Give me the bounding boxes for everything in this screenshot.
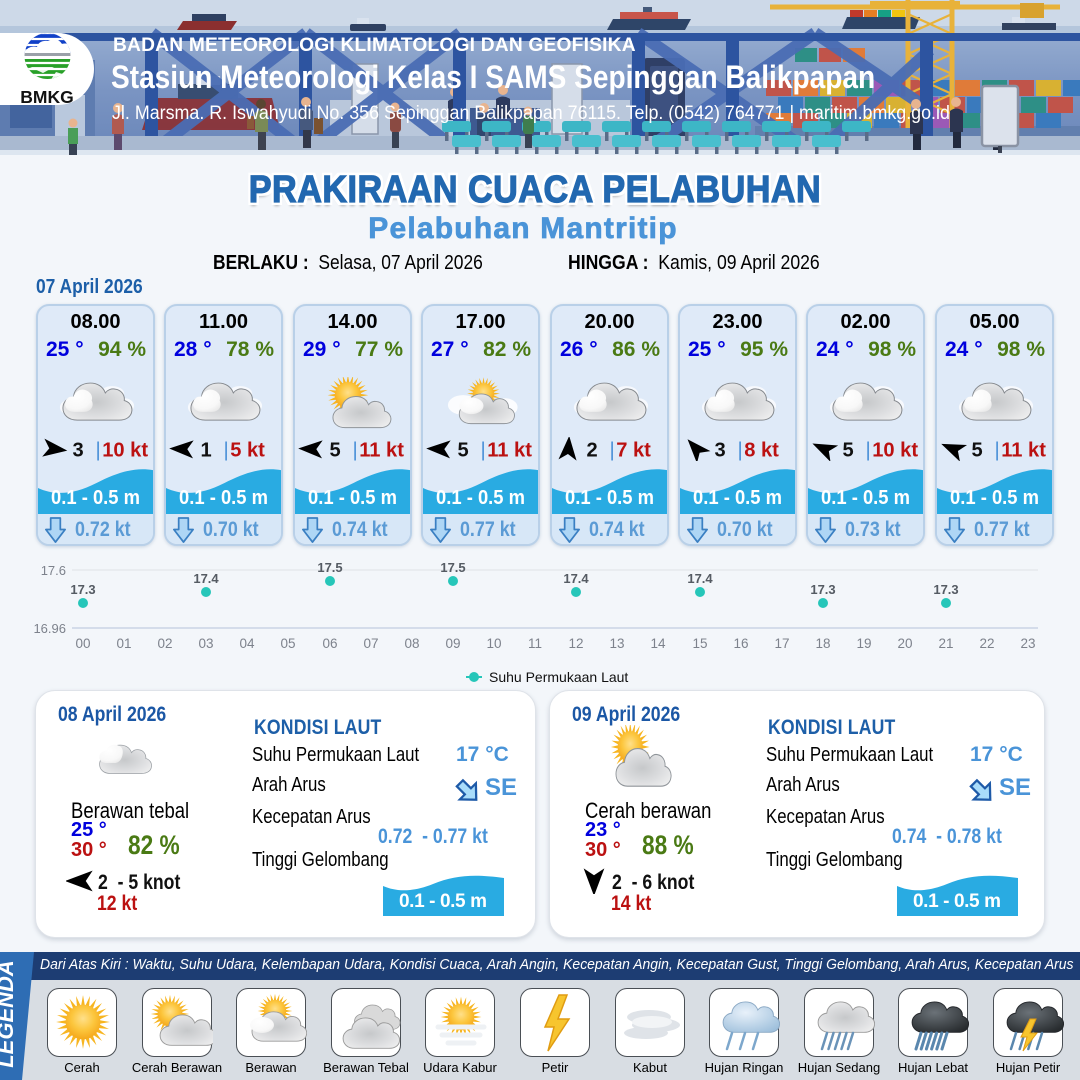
svg-text:17.5: 17.5 <box>317 560 342 575</box>
svg-text:17.4: 17.4 <box>687 571 713 586</box>
svg-text:2: 2 <box>587 440 598 461</box>
svg-text:14: 14 <box>650 636 666 651</box>
svg-text:5: 5 <box>972 440 983 461</box>
svg-text:5 kt: 5 kt <box>230 440 265 461</box>
svg-text:05: 05 <box>280 636 295 651</box>
svg-text:8 kt: 8 kt <box>744 440 779 461</box>
svg-text:0.1 - 0.5 m: 0.1 - 0.5 m <box>913 891 1001 912</box>
svg-text:10 kt: 10 kt <box>872 440 918 461</box>
svg-text:3: 3 <box>73 440 84 461</box>
svg-text:00: 00 <box>75 636 90 651</box>
svg-text:17.4: 17.4 <box>193 571 219 586</box>
svg-text:17.3: 17.3 <box>810 582 835 597</box>
svg-text:23: 23 <box>1020 636 1035 651</box>
svg-text:|: | <box>224 440 229 461</box>
svg-text:|: | <box>995 440 1000 461</box>
svg-text:|: | <box>353 440 358 461</box>
svg-text:|: | <box>610 440 615 461</box>
svg-text:17.4: 17.4 <box>563 571 589 586</box>
svg-text:11 kt: 11 kt <box>359 440 404 461</box>
svg-text:3: 3 <box>715 440 726 461</box>
svg-text:21: 21 <box>938 636 953 651</box>
svg-text:11 kt: 11 kt <box>487 440 532 461</box>
svg-text:16.96: 16.96 <box>33 621 66 636</box>
svg-text:22: 22 <box>979 636 994 651</box>
svg-text:LEGENDA: LEGENDA <box>0 960 18 1068</box>
svg-text:17: 17 <box>774 636 789 651</box>
svg-text:10 kt: 10 kt <box>102 440 148 461</box>
svg-text:11: 11 <box>528 636 542 651</box>
svg-text:09: 09 <box>445 636 460 651</box>
svg-text:17.3: 17.3 <box>70 582 95 597</box>
svg-text:19: 19 <box>856 636 871 651</box>
svg-text:20: 20 <box>897 636 912 651</box>
svg-text:15: 15 <box>692 636 707 651</box>
svg-text:06: 06 <box>322 636 337 651</box>
svg-text:18: 18 <box>815 636 830 651</box>
svg-text:|: | <box>866 440 871 461</box>
svg-text:7 kt: 7 kt <box>616 440 651 461</box>
svg-text:13: 13 <box>609 636 624 651</box>
svg-text:02: 02 <box>157 636 172 651</box>
svg-text:17.3: 17.3 <box>933 582 958 597</box>
svg-text:08: 08 <box>404 636 419 651</box>
svg-text:5: 5 <box>458 440 469 461</box>
svg-text:5: 5 <box>843 440 854 461</box>
svg-text:|: | <box>738 440 743 461</box>
svg-text:12: 12 <box>568 636 583 651</box>
svg-text:BMKG: BMKG <box>20 87 73 107</box>
svg-text:1: 1 <box>201 440 212 461</box>
svg-text:Suhu Permukaan Laut: Suhu Permukaan Laut <box>489 669 628 685</box>
svg-text:0.1 - 0.5 m: 0.1 - 0.5 m <box>399 891 487 912</box>
svg-text:17.6: 17.6 <box>41 563 66 578</box>
svg-text:01: 01 <box>116 636 131 651</box>
svg-text:10: 10 <box>486 636 501 651</box>
svg-text:07: 07 <box>363 636 378 651</box>
svg-text:03: 03 <box>198 636 213 651</box>
svg-text:04: 04 <box>239 636 255 651</box>
svg-text:16: 16 <box>733 636 748 651</box>
svg-text:5: 5 <box>330 440 341 461</box>
svg-text:17.5: 17.5 <box>440 560 465 575</box>
svg-text:|: | <box>96 440 101 461</box>
svg-text:|: | <box>481 440 486 461</box>
svg-text:11 kt: 11 kt <box>1001 440 1046 461</box>
